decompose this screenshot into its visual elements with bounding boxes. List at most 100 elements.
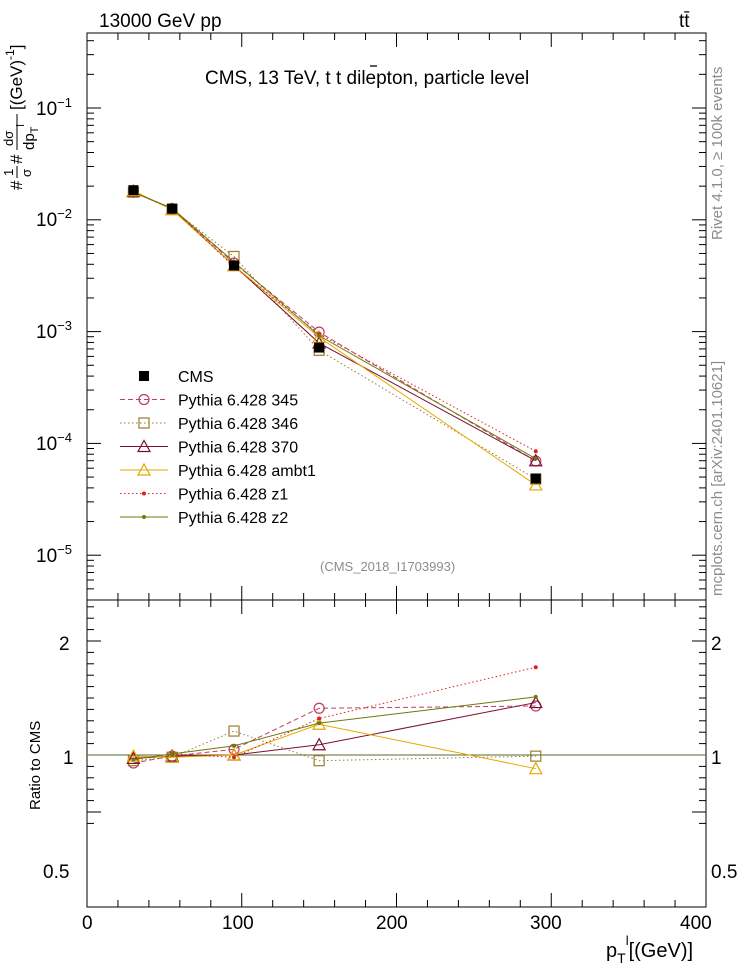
- main-plot-title: CMS, 13 TeV, t t dilepton, particle leve…: [205, 68, 529, 89]
- legend-label-pythia-6-428-z2: Pythia 6.428 z2: [178, 510, 288, 527]
- x-tick-label-400: 400: [680, 913, 712, 934]
- legend-marker-pythia-6-428-z2: [142, 515, 146, 519]
- ratio-y-tick-left-1: 1: [63, 748, 74, 769]
- rivet-label: Rivet 4.1.0, ≥ 100k events: [709, 67, 726, 240]
- ratio-plot-frame: [86, 599, 707, 908]
- point-cms-290: [530, 473, 541, 484]
- ratio-point-pythia-6-428-ambt1-290: [528, 761, 543, 775]
- ratio-series-pythia-6-428-ambt1: [126, 716, 543, 775]
- ratio-point-pythia-6-428-z1-150: [317, 716, 322, 721]
- header-right: tt̄: [679, 11, 690, 32]
- ratio-point-pythia-6-428-z2-30: [131, 757, 136, 762]
- legend-entry-pythia-6-428-ambt1: Pythia 6.428 ambt1: [120, 462, 316, 480]
- ratio-point-pythia-6-428-370-30: [126, 751, 141, 765]
- ratio-axis-ticks: [86, 600, 707, 907]
- series-line-pythia-6-428-346: [133, 191, 537, 480]
- ratio-point-pythia-6-428-z2-95: [232, 743, 237, 748]
- svg-text:#: #: [7, 154, 26, 164]
- svg-text:dpTl: dpTl: [15, 124, 41, 150]
- ratio-line-pythia-6-428-z1: [133, 666, 536, 761]
- ratio-series-pythia-6-428-345: [127, 700, 542, 769]
- ratio-point-pythia-6-428-z2-55: [170, 751, 175, 756]
- legend-label-pythia-6-428-346: Pythia 6.428 346: [178, 416, 298, 433]
- main-y-axis-label: # 1 σ # dσ dpTl [(GeV)-1]: [1, 45, 41, 190]
- legend-label-pythia-6-428-ambt1: Pythia 6.428 ambt1: [178, 463, 316, 480]
- series-pythia-6-428-z1: [131, 190, 538, 454]
- legend-label-pythia-6-428-345: Pythia 6.428 345: [178, 393, 298, 410]
- y-tick-label-1e-4: 10−4: [36, 430, 72, 455]
- svg-text:dσ: dσ: [1, 131, 16, 146]
- point-cms-95: [229, 260, 240, 271]
- point-pythia-6-428-ambt1-150: [312, 330, 327, 343]
- x-tick-label-0: 0: [82, 913, 93, 934]
- ratio-y-axis-label: Ratio to CMS: [27, 721, 44, 810]
- point-pythia-6-428-ambt1-290: [528, 477, 543, 491]
- y-tick-label-1e-2: 10−2: [36, 206, 72, 231]
- x-tick-label-100: 100: [222, 913, 254, 934]
- main-data-layer: [126, 183, 543, 491]
- point-cms-150: [314, 342, 325, 353]
- legend-entry-pythia-6-428-345: Pythia 6.428 345: [120, 393, 298, 410]
- ratio-data-layer: [87, 665, 706, 775]
- legend-marker-pythia-6-428-370: [136, 439, 152, 453]
- analysis-annotation: (CMS_2018_I1703993): [320, 559, 455, 574]
- svg-text:[(GeV)-1]: [(GeV)-1]: [3, 45, 26, 110]
- series-cms: [128, 185, 541, 484]
- svg-text:σ: σ: [19, 169, 34, 177]
- point-cms-30: [128, 185, 139, 196]
- ratio-point-pythia-6-428-ambt1-95: [227, 747, 242, 761]
- ratio-series-pythia-6-428-z1: [131, 665, 538, 762]
- ratio-series-pythia-6-428-z2: [131, 694, 538, 762]
- legend-label-cms: CMS: [178, 369, 214, 386]
- legend-entry-pythia-6-428-z1: Pythia 6.428 z1: [120, 487, 288, 504]
- mcplots-label: mcplots.cern.ch [arXiv:2401.10621]: [709, 361, 726, 596]
- ratio-point-pythia-6-428-370-150: [312, 737, 327, 751]
- ratio-line-pythia-6-428-346: [133, 730, 536, 762]
- ratio-y-tick-left-2: 2: [59, 634, 70, 655]
- ratio-point-pythia-6-428-z1-95: [232, 755, 237, 760]
- ratio-line-pythia-6-428-370: [133, 702, 536, 759]
- ratio-y-tick-right-1: 1: [711, 748, 722, 769]
- ratio-point-pythia-6-428-370-290: [528, 695, 543, 709]
- legend-entry-pythia-6-428-z2: Pythia 6.428 z2: [120, 510, 288, 527]
- legend-marker-pythia-6-428-346: [138, 417, 150, 429]
- ratio-point-pythia-6-428-z2-150: [317, 721, 322, 726]
- ratio-y-tick-labels: 2 1 0.5 2 1 0.5: [43, 634, 737, 883]
- legend-label-pythia-6-428-370: Pythia 6.428 370: [178, 440, 298, 457]
- ratio-y-tick-right-2: 2: [711, 634, 722, 655]
- point-pythia-6-428-z2-150: [317, 333, 322, 338]
- ratio-y-tick-right-0.5: 0.5: [711, 862, 737, 883]
- legend-marker-cms: [139, 371, 149, 381]
- legend-entry-pythia-6-428-346: Pythia 6.428 346: [120, 416, 298, 433]
- ratio-point-pythia-6-428-346-95: [228, 725, 240, 737]
- legend-marker-pythia-6-428-z1: [142, 491, 146, 496]
- main-axis-ticks: [86, 33, 707, 600]
- legend-label-pythia-6-428-z1: Pythia 6.428 z1: [178, 487, 288, 504]
- y-tick-label-1e-1: 10−1: [36, 95, 72, 120]
- ratio-line-pythia-6-428-ambt1: [133, 723, 536, 770]
- x-tick-label-200: 200: [376, 913, 408, 934]
- ratio-series-pythia-6-428-346: [127, 725, 542, 767]
- legend-marker-pythia-6-428-ambt1: [136, 462, 152, 476]
- ratio-point-pythia-6-428-346-150: [313, 755, 325, 767]
- ratio-point-pythia-6-428-345-150: [313, 702, 325, 714]
- y-tick-label-1e-5: 10−5: [36, 542, 72, 567]
- y-tick-label-1e-3: 10−3: [36, 318, 72, 343]
- ratio-point-pythia-6-428-z1-290: [533, 665, 538, 670]
- main-y-tick-labels: 10−5 10−4 10−3 10−2 10−1: [36, 95, 72, 567]
- svg-text:1: 1: [1, 169, 16, 176]
- x-tick-labels: 0 100 200 300 400: [82, 913, 712, 934]
- x-axis-label: pTl[(GeV)]: [606, 933, 693, 966]
- legend-entry-cms: CMS: [139, 369, 214, 386]
- point-pythia-6-428-370-290: [528, 453, 543, 467]
- point-pythia-6-428-z2-290: [533, 456, 538, 461]
- header-left: 13000 GeV pp: [99, 11, 222, 32]
- ratio-point-pythia-6-428-ambt1-55: [165, 750, 180, 763]
- ratio-line-pythia-6-428-345: [133, 705, 536, 764]
- x-tick-label-300: 300: [530, 913, 562, 934]
- main-y-label-text: #: [7, 180, 26, 190]
- legend: CMS Pythia 6.428 345 Pythia 6.428 346 Pythi…: [120, 369, 316, 527]
- ratio-point-pythia-6-428-346-290: [530, 750, 542, 762]
- ratio-y-tick-left-0.5: 0.5: [43, 862, 69, 883]
